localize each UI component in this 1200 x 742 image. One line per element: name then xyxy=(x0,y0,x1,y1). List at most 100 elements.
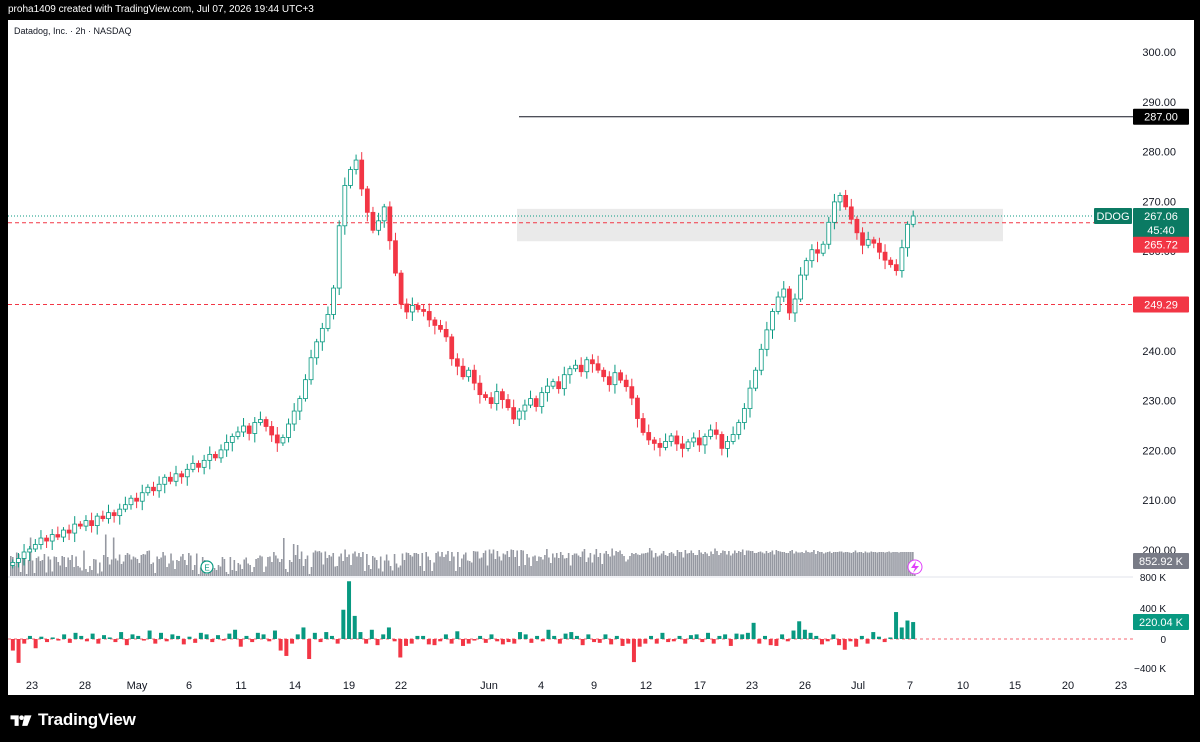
volume-bar xyxy=(231,570,234,576)
candle-down xyxy=(623,379,629,388)
volume-bar xyxy=(55,557,58,576)
indicator-bar xyxy=(443,634,448,639)
volume-bar xyxy=(828,551,831,576)
volume-bar xyxy=(330,556,333,576)
volume-bar xyxy=(217,565,220,576)
candle-down xyxy=(606,376,612,386)
indicator-bar xyxy=(506,639,511,643)
candle-down xyxy=(640,418,646,433)
indicator-bar xyxy=(574,635,579,639)
volume-bar xyxy=(41,560,44,576)
indicator-bar xyxy=(79,635,84,639)
price-axis-label: 280.00 xyxy=(1142,147,1176,159)
volume-bar xyxy=(648,548,651,576)
volume-bar xyxy=(755,553,758,576)
time-axis-label: Jul xyxy=(851,680,865,692)
volume-bar xyxy=(830,553,833,576)
candle-up xyxy=(286,423,291,438)
volume-bar xyxy=(643,553,645,576)
candle-up xyxy=(308,357,314,381)
volume-bar xyxy=(447,551,449,576)
volume-bar xyxy=(528,557,530,576)
volume-bar xyxy=(759,551,762,576)
volume-bar xyxy=(95,559,97,576)
indicator-bar xyxy=(215,635,220,639)
candle-down xyxy=(449,336,455,360)
volume-bar xyxy=(502,553,505,576)
candle-up xyxy=(162,476,168,485)
volume-bar xyxy=(544,555,546,576)
volume-bar xyxy=(508,557,511,576)
volume-bar xyxy=(504,554,507,576)
volume-bar xyxy=(749,551,752,576)
time-axis-label: 6 xyxy=(186,680,192,692)
volume-bar xyxy=(225,572,228,576)
price-axis-label: 220.00 xyxy=(1142,445,1176,457)
price-axis-label: 230.00 xyxy=(1142,396,1176,408)
volume-bar xyxy=(67,557,69,576)
indicator-bar xyxy=(745,632,750,639)
time-axis-label: 17 xyxy=(694,680,706,692)
indicator-bar xyxy=(825,639,830,642)
volume-bar xyxy=(532,556,534,576)
volume-bar xyxy=(304,559,307,576)
price-tag-249-bg xyxy=(1133,296,1189,313)
indicator-bar xyxy=(706,632,711,639)
indicator-bar xyxy=(489,634,494,639)
indicator-bar xyxy=(905,620,910,639)
candle-down xyxy=(263,419,269,427)
volume-bar xyxy=(79,567,81,576)
volume-bar xyxy=(120,564,123,576)
volume-bar xyxy=(526,554,528,576)
tradingview-logo[interactable]: TradingView xyxy=(10,710,136,730)
volume-bar xyxy=(91,570,93,576)
volume-bar xyxy=(490,553,493,576)
volume-bar xyxy=(700,552,702,576)
indicator-bar xyxy=(791,630,796,639)
chart-panel[interactable] xyxy=(8,20,1194,695)
volume-bar xyxy=(763,553,766,576)
candle-up xyxy=(218,449,224,459)
volume-bar xyxy=(724,551,726,576)
volume-bar xyxy=(466,560,469,576)
indicator-bar xyxy=(136,635,141,639)
volume-bar xyxy=(168,563,170,576)
candle-down xyxy=(179,473,185,478)
volume-bar xyxy=(601,564,604,576)
indicator-bar xyxy=(814,635,819,639)
volume-bar xyxy=(425,552,427,576)
volume-bar xyxy=(427,556,429,576)
volume-bar xyxy=(437,551,439,576)
indicator-bar xyxy=(267,639,272,642)
volume-bar xyxy=(375,560,378,576)
time-axis-label: 20 xyxy=(1062,680,1074,692)
volume-bar xyxy=(593,554,596,576)
indicator-bar xyxy=(62,634,67,639)
volume-bar xyxy=(37,556,40,576)
candle-up xyxy=(314,341,320,359)
volume-bar xyxy=(805,550,807,576)
indicator-bar xyxy=(312,632,317,639)
volume-tag-bg xyxy=(1133,553,1189,569)
volume-bar xyxy=(10,556,12,576)
volume-bar xyxy=(591,562,594,576)
price-tag-287: 287.00 xyxy=(1144,112,1178,124)
candle-up xyxy=(291,410,297,425)
candle-down xyxy=(848,206,854,220)
volume-bar xyxy=(530,566,532,576)
volume-bar xyxy=(708,556,710,576)
time-axis-label: 11 xyxy=(235,680,246,692)
price-axis-label: 210.00 xyxy=(1142,495,1176,507)
volume-bar xyxy=(644,553,647,576)
volume-bar xyxy=(83,550,85,576)
price-axis-label: 240.00 xyxy=(1142,346,1176,358)
volume-bar xyxy=(844,552,847,576)
volume-bar xyxy=(302,566,305,576)
indicator-bar xyxy=(888,637,893,639)
indicator-bar xyxy=(871,632,876,639)
volume-bar xyxy=(443,557,445,576)
volume-bar xyxy=(832,552,835,576)
volume-bar xyxy=(150,564,153,576)
candle-up xyxy=(792,298,798,314)
